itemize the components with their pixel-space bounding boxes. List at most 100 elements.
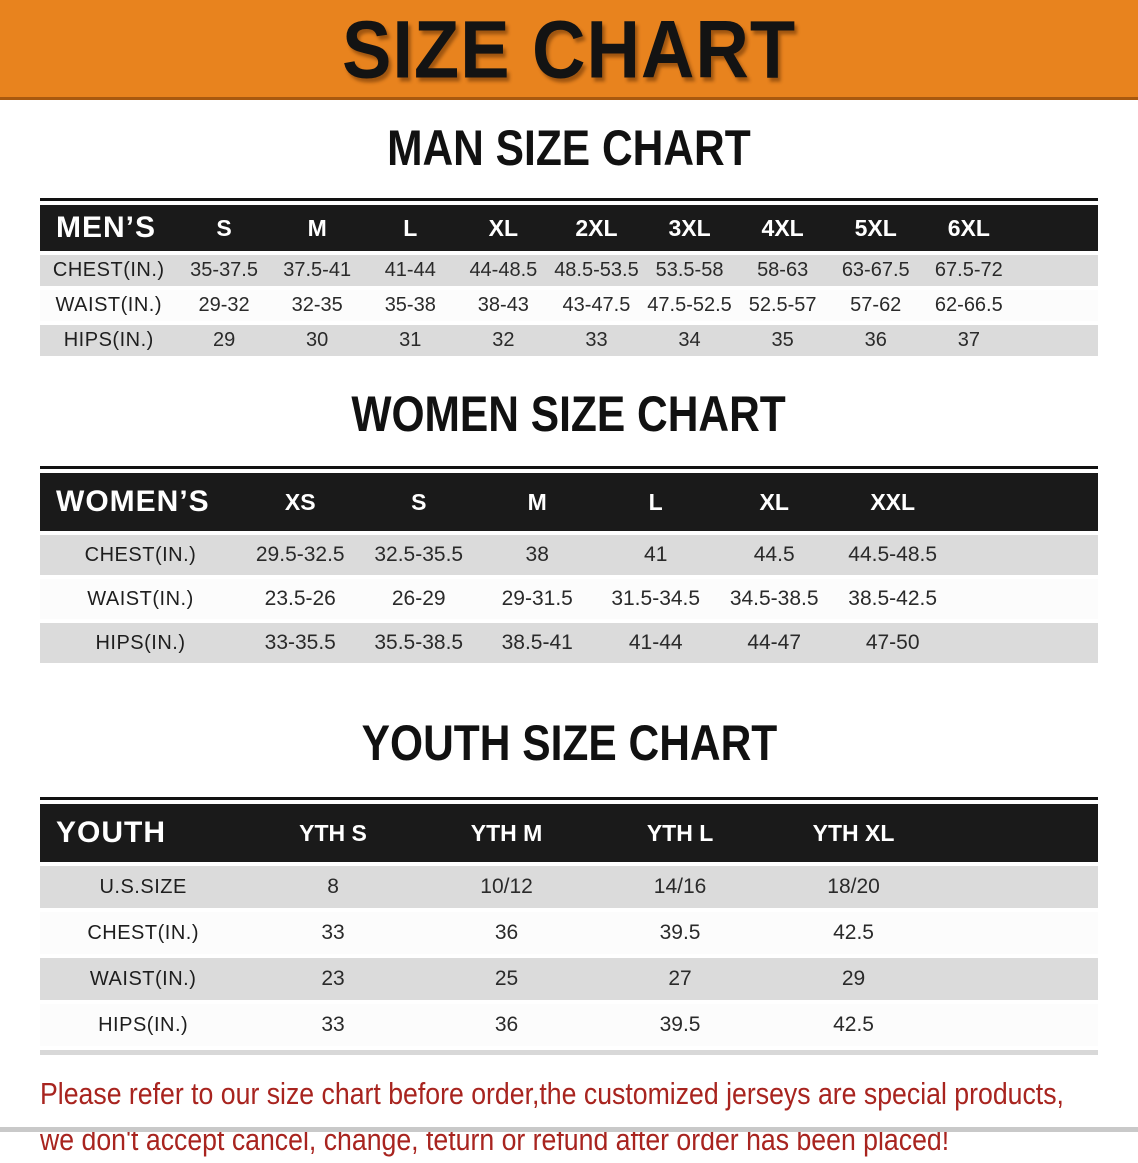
womens-size-value-cell: 23.5-26 bbox=[241, 579, 360, 619]
mens-column-header: S bbox=[177, 205, 271, 251]
filler-cell bbox=[951, 623, 1098, 663]
youth-size-value-cell: 10/12 bbox=[419, 866, 594, 908]
youth-size-value-cell: 8 bbox=[246, 866, 420, 908]
womens-header-row: WOMEN’S XS S M L XL XXL bbox=[40, 473, 1098, 531]
mens-table-row: HIPS(IN.) 29 30 31 32 33 34 35 36 37 bbox=[40, 325, 1098, 356]
mens-size-value-cell: 38-43 bbox=[456, 290, 550, 321]
womens-column-header: L bbox=[596, 473, 715, 531]
mens-size-value-cell: 36 bbox=[829, 325, 923, 356]
disclaimer: Please refer to our size chart before or… bbox=[0, 1055, 1138, 1163]
womens-size-value-cell: 31.5-34.5 bbox=[596, 579, 715, 619]
mens-column-header: 3XL bbox=[643, 205, 737, 251]
womens-size-value-cell: 38.5-42.5 bbox=[833, 579, 952, 619]
womens-size-chart-section: WOMEN SIZE CHART WOMEN’S XS S M L XL XXL CHEST(I… bbox=[0, 386, 1138, 667]
mens-size-value-cell: 37 bbox=[922, 325, 1016, 356]
mens-size-value-cell: 47.5-52.5 bbox=[643, 290, 737, 321]
youth-column-header: YTH XL bbox=[766, 804, 941, 862]
page-title: SIZE CHART bbox=[341, 2, 797, 95]
filler-cell bbox=[951, 473, 1098, 531]
womens-size-value-cell: 34.5-38.5 bbox=[714, 579, 834, 619]
womens-group-label: WOMEN’S bbox=[40, 473, 242, 531]
mens-column-header: 4XL bbox=[736, 205, 830, 251]
womens-size-value-cell: 29.5-32.5 bbox=[241, 535, 360, 575]
mens-size-value-cell: 48.5-53.5 bbox=[549, 255, 643, 286]
womens-size-value-cell: 26-29 bbox=[359, 579, 478, 619]
mens-size-value-cell: 52.5-57 bbox=[736, 290, 830, 321]
womens-size-value-cell: 32.5-35.5 bbox=[359, 535, 478, 575]
womens-table-row: CHEST(IN.) 29.5-32.5 32.5-35.5 38 41 44.5 44.5… bbox=[40, 535, 1098, 575]
filler-cell bbox=[1015, 290, 1098, 321]
youth-size-value-cell: 29 bbox=[766, 958, 941, 1000]
mens-table-row: WAIST(IN.) 29-32 32-35 35-38 38-43 43-47.5 47.… bbox=[40, 290, 1098, 321]
mens-size-value-cell: 29 bbox=[177, 325, 271, 356]
youth-size-value-cell: 23 bbox=[246, 958, 420, 1000]
mens-size-value-cell: 67.5-72 bbox=[922, 255, 1016, 286]
filler-cell bbox=[1015, 255, 1098, 286]
youth-section-heading-text: YOUTH SIZE CHART bbox=[361, 715, 777, 771]
mens-column-header: 2XL bbox=[549, 205, 643, 251]
womens-size-value-cell: 41 bbox=[596, 535, 715, 575]
womens-size-table: WOMEN’S XS S M L XL XXL CHEST(IN.) 29.5-32.5 32.5… bbox=[40, 466, 1098, 667]
womens-row-label: CHEST(IN.) bbox=[40, 535, 242, 575]
youth-group-label: YOUTH bbox=[40, 804, 247, 862]
mens-group-label: MEN’S bbox=[40, 205, 178, 251]
womens-size-value-cell: 44.5-48.5 bbox=[833, 535, 952, 575]
mens-size-value-cell: 32-35 bbox=[270, 290, 364, 321]
mens-size-value-cell: 41-44 bbox=[363, 255, 457, 286]
mens-table-row: CHEST(IN.) 35-37.5 37.5-41 41-44 44-48.5 48.5… bbox=[40, 255, 1098, 286]
youth-table-row: U.S.SIZE 8 10/12 14/16 18/20 bbox=[40, 866, 1098, 908]
filler-cell bbox=[940, 866, 1098, 908]
youth-row-label: HIPS(IN.) bbox=[40, 1004, 247, 1046]
mens-size-value-cell: 34 bbox=[643, 325, 737, 356]
youth-section-heading: YOUTH SIZE CHART bbox=[40, 715, 1098, 777]
mens-section-heading-text: MAN SIZE CHART bbox=[387, 120, 751, 176]
womens-size-value-cell: 44-47 bbox=[714, 623, 834, 663]
youth-table-head: YOUTH YTH S YTH M YTH L YTH XL bbox=[40, 804, 1098, 862]
filler-cell bbox=[1015, 325, 1098, 356]
youth-size-value-cell: 39.5 bbox=[593, 912, 767, 954]
mens-size-value-cell: 33 bbox=[549, 325, 643, 356]
filler-cell bbox=[940, 958, 1098, 1000]
youth-row-label: U.S.SIZE bbox=[40, 866, 247, 908]
mens-column-header: XL bbox=[456, 205, 550, 251]
womens-column-header: XL bbox=[714, 473, 834, 531]
youth-size-value-cell: 14/16 bbox=[593, 866, 767, 908]
filler-cell bbox=[951, 579, 1098, 619]
mens-column-header: L bbox=[363, 205, 457, 251]
mens-size-value-cell: 37.5-41 bbox=[270, 255, 364, 286]
filler-cell bbox=[940, 912, 1098, 954]
youth-row-label: WAIST(IN.) bbox=[40, 958, 247, 1000]
mens-size-value-cell: 35-38 bbox=[363, 290, 457, 321]
youth-column-header: YTH L bbox=[593, 804, 767, 862]
youth-size-value-cell: 36 bbox=[419, 1004, 594, 1046]
womens-column-header: XS bbox=[241, 473, 360, 531]
youth-size-value-cell: 25 bbox=[419, 958, 594, 1000]
disclaimer-line-2: we don't accept cancel, change, teturn o… bbox=[40, 1122, 950, 1157]
womens-size-value-cell: 38.5-41 bbox=[477, 623, 597, 663]
mens-size-value-cell: 63-67.5 bbox=[829, 255, 923, 286]
mens-table-body: CHEST(IN.) 35-37.5 37.5-41 41-44 44-48.5 48.5… bbox=[40, 255, 1098, 356]
mens-header-row: MEN’S S M L XL 2XL 3XL 4XL 5XL 6XL bbox=[40, 205, 1098, 251]
mens-size-value-cell: 32 bbox=[456, 325, 550, 356]
mens-column-header: 5XL bbox=[829, 205, 923, 251]
womens-table-head: WOMEN’S XS S M L XL XXL bbox=[40, 473, 1098, 531]
youth-size-value-cell: 33 bbox=[246, 1004, 420, 1046]
mens-size-value-cell: 53.5-58 bbox=[643, 255, 737, 286]
womens-size-value-cell: 38 bbox=[477, 535, 597, 575]
youth-size-value-cell: 36 bbox=[419, 912, 594, 954]
womens-size-value-cell: 44.5 bbox=[714, 535, 834, 575]
bottom-edge-strip bbox=[0, 1127, 1138, 1132]
mens-size-value-cell: 57-62 bbox=[829, 290, 923, 321]
womens-size-value-cell: 33-35.5 bbox=[241, 623, 360, 663]
youth-table-row: WAIST(IN.) 23 25 27 29 bbox=[40, 958, 1098, 1000]
youth-row-label: CHEST(IN.) bbox=[40, 912, 247, 954]
mens-size-value-cell: 35 bbox=[736, 325, 830, 356]
mens-size-value-cell: 44-48.5 bbox=[456, 255, 550, 286]
womens-table-row: HIPS(IN.) 33-35.5 35.5-38.5 38.5-41 41-44 44-… bbox=[40, 623, 1098, 663]
youth-table-body: U.S.SIZE 8 10/12 14/16 18/20 CHEST(IN.) 33 36 39… bbox=[40, 866, 1098, 1046]
size-chart-banner: SIZE CHART bbox=[0, 0, 1138, 100]
womens-section-heading-text: WOMEN SIZE CHART bbox=[351, 386, 787, 442]
mens-size-value-cell: 31 bbox=[363, 325, 457, 356]
womens-size-value-cell: 47-50 bbox=[833, 623, 952, 663]
womens-size-value-cell: 35.5-38.5 bbox=[359, 623, 478, 663]
